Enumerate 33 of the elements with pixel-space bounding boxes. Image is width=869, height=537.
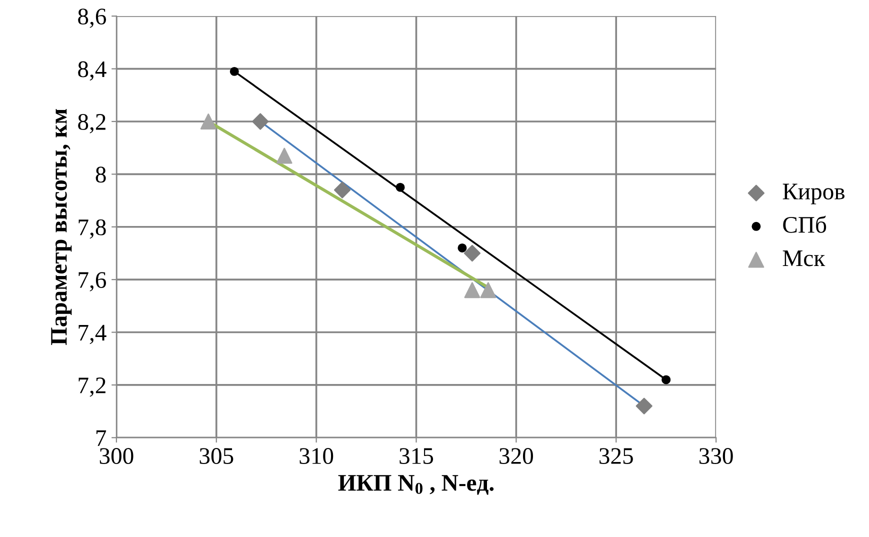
point xyxy=(458,243,467,252)
legend-label: СПб xyxy=(783,216,826,233)
point xyxy=(464,282,480,298)
legend-label: Мск xyxy=(782,250,826,266)
point xyxy=(334,182,351,198)
point xyxy=(230,66,239,76)
x-tick-label: 300 xyxy=(100,448,134,464)
x-tick-label: 325 xyxy=(600,448,633,464)
x-tick-label: 330 xyxy=(699,448,733,464)
point xyxy=(662,375,671,384)
x-axis-title: ИКП N$_{0}$ , N-ед. xyxy=(338,475,494,495)
point xyxy=(252,113,269,130)
point xyxy=(636,398,652,414)
y-tick-label: 7,8 xyxy=(78,219,106,239)
x-tick-label: 320 xyxy=(500,448,533,464)
legend-label: Киров xyxy=(782,184,845,204)
point xyxy=(276,148,292,164)
point xyxy=(464,244,481,262)
x-tick-label: 305 xyxy=(200,448,234,464)
x-tick-label: 315 xyxy=(400,448,434,464)
y-tick-label: 8 xyxy=(96,166,106,183)
y-tick-label: 8,2 xyxy=(78,114,106,134)
point xyxy=(396,182,405,192)
y-tick-label: 7 xyxy=(96,430,106,446)
y-tick-label: 8,6 xyxy=(78,8,106,28)
y-axis-title: Параметр высоты, км xyxy=(51,108,72,346)
point xyxy=(480,282,496,298)
point xyxy=(200,114,216,130)
y-tick-label: 7,2 xyxy=(78,378,106,397)
y-tick-label: 7,4 xyxy=(78,324,106,344)
y-tick-label: 8,4 xyxy=(78,61,106,81)
y-tick-label: 7,6 xyxy=(78,272,106,292)
x-tick-label: 310 xyxy=(300,448,334,464)
